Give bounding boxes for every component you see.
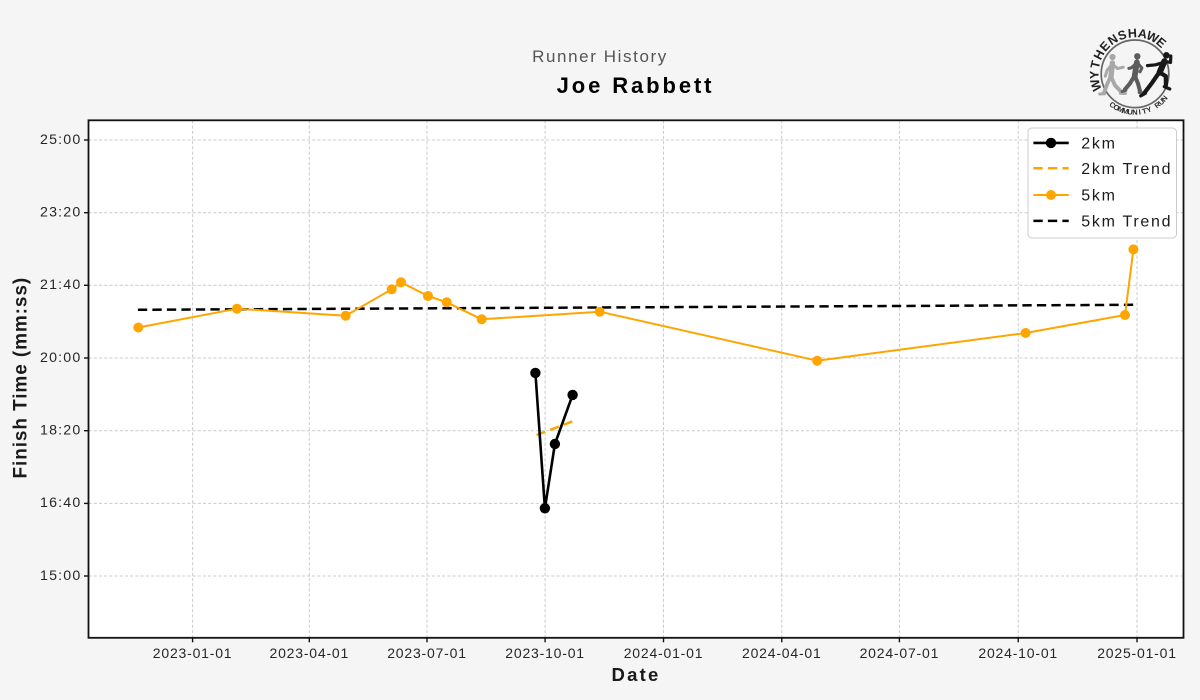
svg-text:2km: 2km <box>1081 136 1116 153</box>
svg-text:C: C <box>1108 100 1118 111</box>
svg-text:5km Trend: 5km Trend <box>1081 214 1172 231</box>
svg-text:2023-04-01: 2023-04-01 <box>269 645 349 661</box>
svg-text:R: R <box>1153 99 1163 110</box>
svg-text:Joe Rabbett: Joe Rabbett <box>557 73 715 98</box>
svg-text:2024-04-01: 2024-04-01 <box>742 645 822 661</box>
svg-text:M: M <box>1116 104 1125 115</box>
svg-text:Date: Date <box>612 664 661 685</box>
svg-text:N: N <box>1132 108 1137 117</box>
svg-text:21:40: 21:40 <box>40 277 82 293</box>
svg-text:2024-01-01: 2024-01-01 <box>624 645 704 661</box>
svg-text:U: U <box>1127 107 1133 117</box>
svg-text:Y: Y <box>1087 70 1101 79</box>
svg-text:U: U <box>1156 97 1166 107</box>
svg-text:T: T <box>1088 59 1103 70</box>
svg-text:15:00: 15:00 <box>40 568 82 584</box>
svg-text:W: W <box>1088 77 1105 92</box>
svg-text:16:40: 16:40 <box>40 495 82 511</box>
svg-text:18:20: 18:20 <box>40 423 82 439</box>
svg-text:T: T <box>1141 106 1148 116</box>
svg-text:M: M <box>1121 106 1129 116</box>
svg-text:H: H <box>1127 26 1137 41</box>
svg-text:2024-07-01: 2024-07-01 <box>860 645 940 661</box>
svg-text:5km: 5km <box>1081 188 1116 205</box>
svg-text:2024-10-01: 2024-10-01 <box>978 645 1058 661</box>
svg-text:Y: Y <box>1145 105 1153 115</box>
svg-text:Runner History: Runner History <box>532 47 668 66</box>
svg-text:23:20: 23:20 <box>40 205 82 221</box>
svg-text:A: A <box>1137 26 1148 41</box>
svg-text:2km Trend: 2km Trend <box>1081 161 1172 178</box>
svg-text:25:00: 25:00 <box>40 132 82 148</box>
svg-text:Finish Time (mm:ss): Finish Time (mm:ss) <box>11 277 32 479</box>
svg-text:2023-10-01: 2023-10-01 <box>505 645 585 661</box>
svg-text:N: N <box>1159 94 1169 104</box>
svg-text:O: O <box>1112 102 1122 113</box>
svg-text:2023-07-01: 2023-07-01 <box>387 645 467 661</box>
svg-text:2025-01-01: 2025-01-01 <box>1097 645 1177 661</box>
svg-text:I: I <box>1138 107 1141 116</box>
svg-text:W: W <box>1144 28 1161 46</box>
svg-text:2023-01-01: 2023-01-01 <box>153 645 233 661</box>
svg-text:20:00: 20:00 <box>40 350 82 366</box>
